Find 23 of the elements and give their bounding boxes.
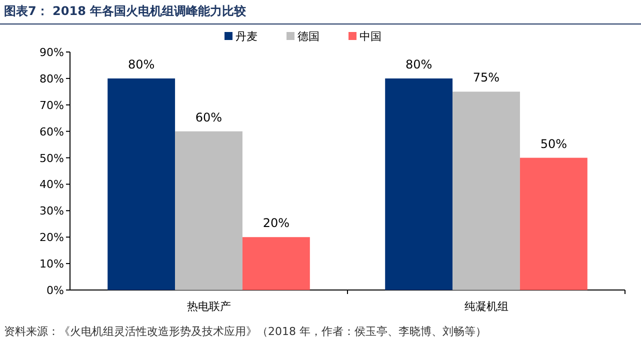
title: 图表7： 2018 年各国火电机组调峰能力比较 [4, 4, 246, 18]
y-tick-label: 70% [40, 98, 64, 112]
data-label: 80% [128, 57, 155, 72]
data-label: 60% [195, 110, 222, 124]
y-tick-label: 90% [40, 46, 64, 59]
x-tick-label: 热电联产 [186, 300, 231, 313]
x-tick-label: 纯凝机组 [464, 300, 508, 313]
text: 资料来源：《火电机组灵活性改造形势及技术应用》（2018 年，作者：侯玉亭、李晓博、刘畅等） [4, 325, 486, 338]
legend-label: 中国 [360, 30, 382, 43]
data-label: 50% [540, 136, 568, 151]
y-tick-label: 60% [40, 125, 64, 138]
data-label: 75% [472, 70, 500, 85]
y-tick-label: 30% [40, 204, 64, 218]
y-tick-label: 20% [40, 231, 64, 244]
legend-label: 德国 [298, 30, 320, 43]
data-label: 20% [262, 216, 290, 230]
data-label: 80% [405, 57, 432, 72]
legend-label: 丹麦 [236, 30, 258, 43]
y-tick-label: 10% [40, 258, 64, 271]
y-tick-label: 50% [40, 152, 64, 165]
y-tick-label: 0% [46, 284, 64, 297]
y-tick-label: 80% [40, 72, 64, 86]
y-tick-label: 40% [40, 178, 64, 192]
